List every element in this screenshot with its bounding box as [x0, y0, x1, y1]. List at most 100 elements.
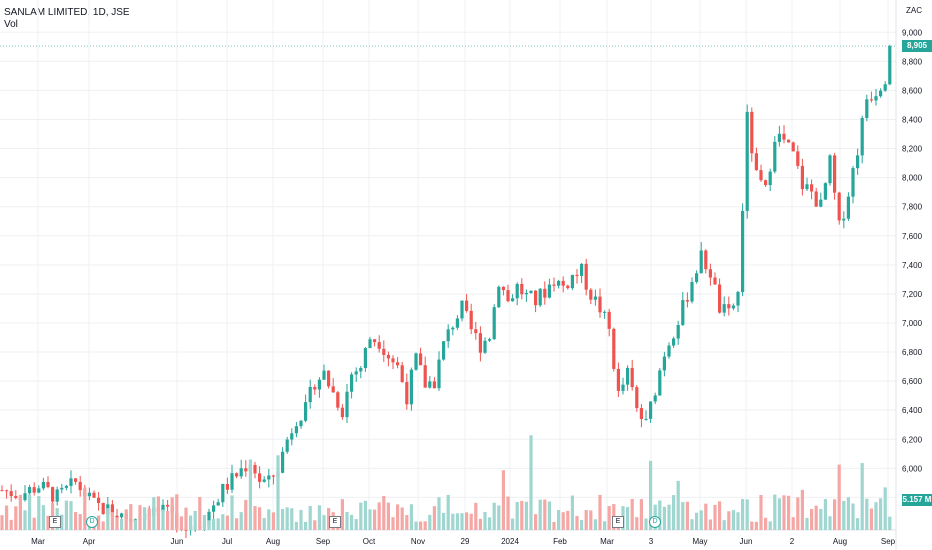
volume-bar [363, 500, 367, 530]
candle-body [267, 475, 271, 480]
volume-bar [754, 521, 758, 530]
volume-bar [667, 504, 671, 530]
candle-body [460, 300, 464, 319]
volume-bar [837, 464, 841, 530]
volume-bar [506, 496, 510, 530]
x-tick-label: Sep [316, 537, 331, 546]
candle-body [400, 365, 404, 383]
volume-bar [64, 500, 68, 530]
volume-bar [202, 514, 206, 530]
candle-body [644, 418, 648, 420]
volume-bar [216, 518, 220, 530]
volume-bar [635, 517, 639, 530]
volume-bar [327, 508, 331, 530]
candle-body [593, 296, 597, 300]
volume-bar [731, 510, 735, 530]
volume-bar [354, 519, 358, 530]
volume-bar [78, 514, 82, 530]
x-tick-label: 2 [790, 537, 795, 546]
volume-bar [465, 512, 469, 530]
earnings-marker[interactable]: E [612, 516, 624, 528]
volume-bar [9, 519, 13, 530]
dividend-marker[interactable]: D [649, 516, 661, 528]
candle-body [736, 292, 740, 306]
volume-bar [708, 519, 712, 530]
candle-body [713, 277, 717, 285]
candle-body [340, 407, 344, 418]
volume-bar [400, 507, 404, 530]
candle-body [419, 353, 423, 366]
candle-body [428, 381, 432, 388]
candle-body [676, 324, 680, 339]
candle-body [368, 339, 372, 349]
candle-body [331, 386, 335, 393]
candle-body [465, 300, 469, 311]
volume-bar [759, 495, 763, 530]
candle-body [649, 401, 653, 419]
volume-bar [589, 510, 593, 530]
candle-body [46, 481, 50, 488]
volume-bar [685, 501, 689, 530]
candle-body [814, 191, 818, 207]
candle-body [566, 285, 570, 289]
candle-body [97, 497, 101, 504]
candle-body [639, 408, 643, 420]
y-tick-label: 6,000 [902, 464, 923, 473]
volume-bar [455, 513, 459, 530]
dividend-marker[interactable]: D [86, 516, 98, 528]
x-tick-label: Jul [222, 537, 232, 546]
candle-body [782, 133, 786, 140]
candle-body [874, 96, 878, 101]
candle-body [547, 284, 551, 298]
candle-body [851, 168, 855, 197]
candle-body [166, 504, 170, 507]
y-tick-label: 7,200 [902, 290, 923, 299]
x-tick-label: Feb [553, 537, 567, 546]
candle-body [842, 218, 846, 221]
volume-bar [718, 501, 722, 530]
last-price-tag: 8,905 [902, 40, 932, 53]
volume-bar [253, 506, 257, 530]
candle-body [69, 478, 73, 486]
volume-bar [419, 521, 423, 530]
candle-body [469, 310, 473, 330]
candle-body [322, 370, 326, 380]
candle-body [575, 274, 579, 276]
candle-body [754, 153, 758, 171]
volume-bar [442, 512, 446, 530]
x-tick-label: Jun [740, 537, 753, 546]
candle-body [474, 329, 478, 334]
candle-body [23, 493, 27, 501]
volume-bar [879, 498, 883, 530]
candle-body [32, 487, 36, 493]
candle-body [598, 296, 602, 313]
currency-label: ZAC [906, 6, 922, 15]
volume-bar [405, 515, 409, 530]
candle-body [515, 283, 519, 299]
candle-body [350, 374, 354, 392]
candle-body [271, 475, 275, 477]
volume-bar [46, 515, 50, 530]
x-tick-label: Mar [600, 537, 614, 546]
candle-body [819, 199, 823, 207]
candle-body [483, 340, 487, 353]
volume-bar [230, 495, 234, 530]
volume-bar [520, 500, 524, 530]
volume-bar [299, 509, 303, 530]
volume-bar [750, 521, 754, 530]
volume-bar [672, 495, 676, 530]
volume-bar [860, 463, 864, 530]
x-tick-label: 3 [649, 537, 654, 546]
x-tick-label: Sep [881, 537, 896, 546]
x-tick-label: Aug [266, 537, 280, 546]
earnings-marker[interactable]: E [49, 516, 61, 528]
candle-body [446, 329, 450, 342]
volume-bar [474, 502, 478, 530]
candle-body [262, 479, 266, 482]
earnings-marker[interactable]: E [329, 516, 341, 528]
candle-body [230, 473, 234, 490]
candle-body [616, 368, 620, 391]
last-volume-tag: 5.157 M [902, 494, 932, 506]
candle-body [791, 142, 795, 152]
